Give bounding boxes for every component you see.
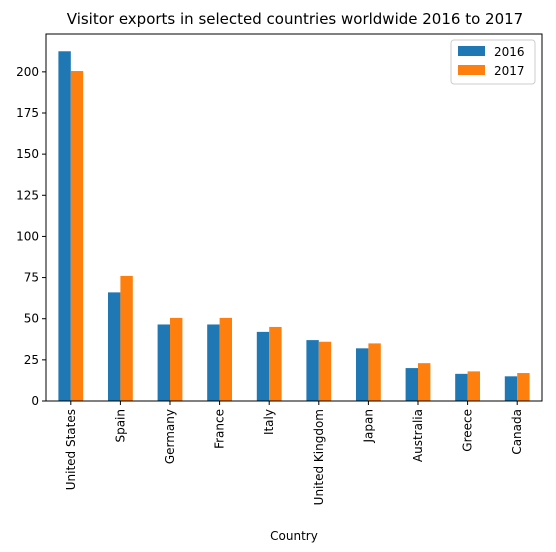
chart-title: Visitor exports in selected countries wo…	[67, 10, 523, 28]
y-tick-label: 50	[24, 312, 39, 326]
bars-layer	[58, 51, 530, 401]
x-tick-label: France	[213, 409, 227, 449]
bar-2016-united-kingdom	[306, 340, 319, 401]
bar-2016-australia	[405, 368, 418, 401]
y-tick-label: 125	[16, 188, 39, 202]
y-tick-label: 25	[24, 353, 39, 367]
bar-2017-france	[219, 317, 232, 401]
bar-2017-australia	[418, 363, 431, 401]
bar-2016-canada	[504, 376, 518, 401]
x-tick-label: Germany	[163, 409, 177, 464]
x-tick-label: Spain	[113, 409, 127, 443]
bar-2016-spain	[108, 292, 121, 401]
x-axis: United States Spain Germany France Italy Unit…	[64, 401, 524, 505]
x-tick-label: Italy	[262, 409, 276, 435]
x-tick-label: United States	[64, 409, 78, 490]
x-axis-label: Country	[270, 529, 318, 543]
bar-2016-italy	[256, 331, 270, 401]
bar-2017-united-kingdom	[318, 341, 332, 401]
legend-swatch-2017	[458, 65, 485, 75]
y-tick-label: 100	[16, 229, 39, 243]
x-tick-label: Greece	[461, 409, 475, 452]
y-axis: 0 25 50 75 100 125 150 175 200	[16, 65, 46, 408]
bar-2016-germany	[157, 324, 170, 401]
bar-2016-japan	[356, 348, 369, 401]
y-tick-label: 200	[16, 65, 39, 79]
bar-2017-united-states	[70, 71, 84, 401]
legend-label-2017: 2017	[494, 64, 525, 78]
bar-2017-spain	[120, 275, 133, 401]
bar-2017-japan	[368, 343, 381, 401]
legend-label-2016: 2016	[494, 45, 525, 59]
y-tick-label: 75	[24, 271, 39, 285]
bar-2017-germany	[170, 317, 183, 401]
bar-2017-greece	[467, 371, 480, 401]
y-tick-label: 0	[31, 394, 39, 408]
x-tick-label: Canada	[510, 409, 524, 455]
legend-swatch-2016	[458, 46, 485, 56]
x-tick-label: United Kingdom	[312, 409, 326, 505]
plot-frame	[45, 33, 543, 402]
bar-2017-canada	[517, 373, 530, 401]
y-tick-label: 175	[16, 106, 39, 120]
x-tick-label: Japan	[361, 409, 375, 443]
x-tick-label: Australia	[411, 409, 425, 462]
bar-2016-france	[207, 324, 220, 401]
y-tick-label: 150	[16, 147, 39, 161]
bar-2016-greece	[455, 373, 468, 401]
bar-2016-united-states	[58, 51, 71, 401]
legend: 2016 2017	[450, 39, 536, 85]
bar-2017-italy	[269, 326, 282, 401]
